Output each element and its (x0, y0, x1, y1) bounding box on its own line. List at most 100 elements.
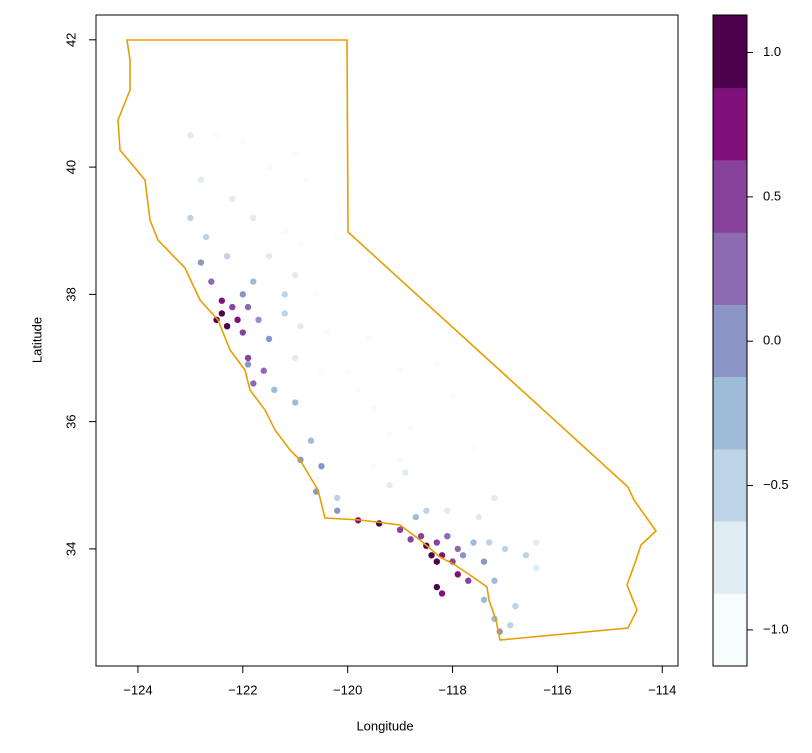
point (292, 354, 299, 362)
point (202, 233, 210, 241)
point (386, 431, 393, 438)
point (323, 329, 330, 336)
point (533, 564, 540, 572)
point (318, 462, 325, 470)
point (344, 367, 351, 374)
point (396, 367, 404, 374)
point (480, 596, 488, 604)
colorbar-tick-label: 1.0 (763, 44, 781, 59)
california-outline (117, 39, 658, 641)
point (407, 424, 414, 432)
point (433, 583, 441, 591)
point (197, 259, 205, 266)
point (292, 399, 299, 406)
point (292, 151, 299, 158)
point (218, 310, 226, 317)
point (244, 361, 252, 368)
x-tick-label: −114 (648, 682, 676, 697)
point (239, 291, 247, 298)
point (491, 494, 498, 502)
point (396, 456, 404, 464)
point (271, 386, 278, 394)
point (501, 545, 509, 553)
point (260, 367, 267, 374)
point (197, 176, 205, 184)
point (229, 195, 236, 203)
point (386, 482, 393, 489)
colorbar-tick-label: −0.5 (763, 477, 789, 492)
point (239, 329, 247, 336)
colorbar-tick-label: −1.0 (763, 621, 789, 636)
point (486, 539, 493, 546)
point (470, 539, 477, 546)
point (333, 233, 341, 241)
point (533, 539, 540, 546)
point (333, 494, 341, 502)
colorbar-band (713, 88, 747, 161)
y-axis-label: Latitude (29, 317, 44, 363)
colorbar-tick-label: 0.5 (763, 188, 781, 203)
point (444, 507, 451, 514)
point (229, 303, 236, 311)
y-tick-label: 34 (63, 542, 78, 556)
point (522, 552, 530, 559)
point (281, 310, 288, 317)
point (433, 558, 441, 565)
point (239, 138, 247, 145)
points (187, 132, 540, 635)
colorbar-band (713, 377, 747, 450)
point (313, 291, 320, 298)
point (449, 392, 456, 400)
y-tick-label: 40 (63, 160, 78, 174)
point (318, 367, 325, 374)
y-tick-label: 38 (63, 287, 78, 301)
point (454, 571, 461, 578)
point (444, 532, 451, 540)
plot-frame (95, 14, 679, 667)
point (454, 545, 461, 553)
point (297, 240, 304, 247)
point (302, 176, 309, 184)
point (465, 577, 472, 584)
point (281, 291, 288, 298)
point (250, 278, 257, 285)
point (470, 443, 477, 451)
colorbar-band (713, 593, 747, 666)
point (218, 297, 226, 304)
colorbar-band (713, 15, 747, 89)
point (365, 335, 372, 343)
point (433, 539, 441, 546)
x-tick-label: −116 (543, 682, 571, 697)
point (396, 526, 404, 534)
point (428, 552, 435, 559)
y-tick-label: 36 (63, 414, 78, 428)
point (407, 536, 414, 543)
point (491, 577, 498, 584)
point (354, 386, 362, 394)
point (475, 513, 482, 521)
point (370, 462, 378, 470)
point (297, 322, 304, 330)
point (265, 335, 273, 343)
colorbar-band (713, 521, 747, 594)
point (250, 380, 257, 387)
colorbar-band (713, 305, 747, 378)
point (187, 214, 194, 222)
colorbar: −1.0 −0.5 0.0 0.5 1.0 (712, 14, 789, 667)
x-tick-label: −118 (438, 682, 466, 697)
point (213, 132, 220, 139)
point (370, 405, 378, 413)
point (402, 469, 409, 476)
point (250, 214, 257, 222)
point (281, 227, 288, 234)
point (234, 316, 241, 324)
point (187, 132, 194, 139)
point (244, 354, 252, 362)
point (512, 602, 519, 610)
point (480, 558, 488, 565)
point (417, 532, 425, 540)
point (292, 272, 299, 279)
colorbar-frame (712, 14, 748, 667)
point (459, 552, 467, 559)
